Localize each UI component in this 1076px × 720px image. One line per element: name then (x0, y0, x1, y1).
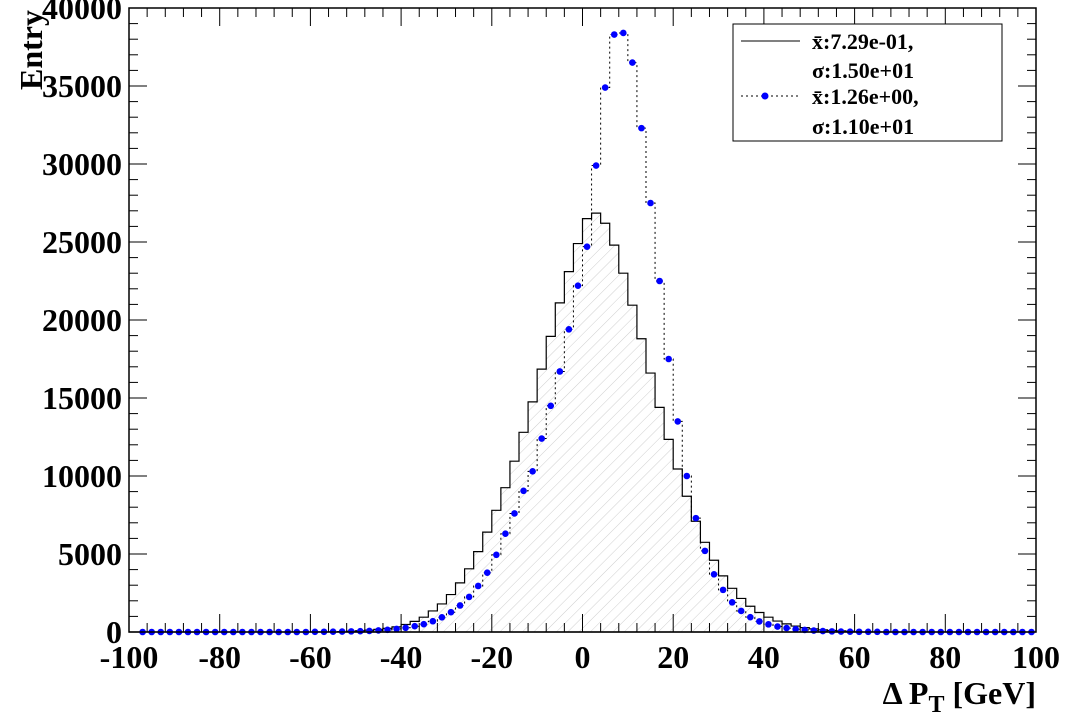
data-point (656, 277, 663, 285)
y-tick-label: 15000 (42, 380, 122, 416)
data-point (447, 608, 455, 616)
data-point (647, 199, 654, 207)
x-tick-label: -60 (289, 639, 332, 675)
data-point (638, 124, 645, 132)
data-point (792, 625, 799, 633)
legend-series-1-line-1: x̄:7.29e-01, (812, 29, 913, 54)
x-tick-label: 80 (929, 639, 961, 675)
data-point (456, 602, 464, 609)
data-point (774, 623, 781, 630)
data-point (783, 624, 790, 632)
legend-box (732, 23, 1003, 142)
data-point (393, 625, 400, 633)
data-point (810, 627, 818, 634)
x-axis-title-unit: [GeV] (944, 675, 1036, 711)
data-point (529, 468, 536, 475)
data-point (511, 510, 518, 517)
data-point (620, 29, 627, 37)
data-point (556, 368, 564, 375)
y-tick-label: 10000 (42, 458, 122, 494)
x-tick-label: 100 (1012, 639, 1060, 675)
data-point (665, 355, 672, 363)
histogram-fill (129, 213, 1036, 632)
data-point (583, 243, 591, 250)
legend-series-2-line-2: σ:1.10e+01 (812, 114, 914, 139)
data-point (565, 326, 573, 333)
y-tick-label: 25000 (42, 224, 122, 260)
x-tick-label: -20 (470, 639, 513, 675)
x-tick-label: 40 (748, 639, 780, 675)
data-point (474, 582, 482, 590)
x-axis-title-subscript: T (928, 692, 944, 718)
data-point (674, 418, 682, 425)
x-axis-title-main: Δ P (883, 675, 929, 711)
legend-series-2-line-1: x̄:1.26e+00, (812, 84, 919, 109)
x-tick-label: -80 (198, 639, 241, 675)
data-point (438, 614, 446, 621)
data-point (610, 31, 618, 38)
y-tick-label: 40000 (42, 0, 122, 26)
data-point (356, 627, 364, 635)
y-tick-label: 35000 (42, 68, 122, 104)
legend-marker-series-2 (761, 92, 769, 100)
data-point (701, 547, 709, 555)
data-point (411, 622, 419, 630)
data-point (547, 402, 555, 410)
data-point (629, 59, 636, 66)
x-tick-label: 60 (839, 639, 871, 675)
data-point (683, 472, 691, 480)
data-point (728, 599, 736, 606)
y-tick-label: 20000 (42, 302, 122, 338)
legend: x̄:7.29e-01, σ:1.50e+01 x̄:1.26e+00, σ:1… (732, 23, 1003, 142)
data-point (465, 593, 473, 601)
data-point (502, 530, 509, 538)
y-tick-label: 0 (106, 614, 122, 650)
data-point (493, 551, 500, 559)
data-point (429, 617, 437, 625)
data-point (538, 435, 545, 442)
x-tick-label: -100 (100, 639, 159, 675)
y-tick-label: 5000 (58, 536, 122, 572)
data-point (765, 621, 772, 628)
data-point (592, 162, 600, 169)
data-point (746, 613, 754, 621)
data-point (601, 84, 609, 91)
y-tick-label: 30000 (42, 146, 122, 182)
data-point (692, 514, 700, 522)
x-tick-label: -40 (380, 639, 423, 675)
x-tick-label: 0 (575, 639, 591, 675)
x-axis-title: Δ PT [GeV] (883, 675, 1036, 718)
data-point (366, 627, 373, 635)
data-point (756, 618, 763, 625)
data-point (819, 627, 827, 635)
data-point (402, 624, 409, 632)
data-point (737, 607, 745, 615)
legend-series-1-line-2: σ:1.50e+01 (812, 58, 914, 83)
data-point (520, 487, 527, 495)
data-point (483, 569, 491, 577)
data-point (420, 620, 428, 628)
data-point (574, 282, 582, 289)
x-tick-label: 20 (657, 639, 689, 675)
data-point (710, 570, 718, 578)
y-axis-title: Entry (13, 10, 49, 90)
data-point (719, 586, 727, 594)
